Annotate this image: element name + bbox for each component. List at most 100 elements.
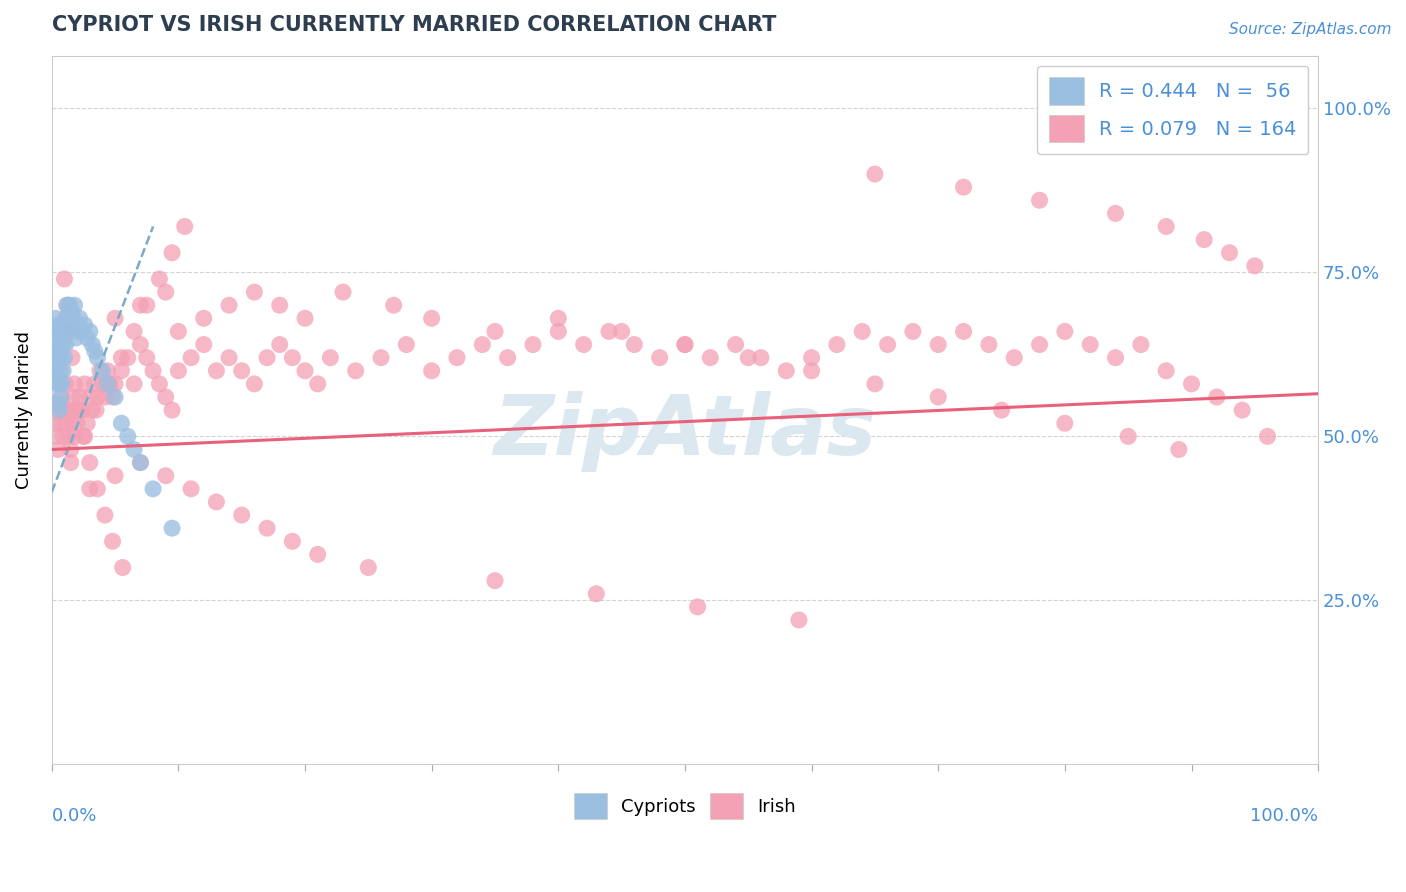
Point [243, 285, 266, 299]
Point [79, 456, 101, 470]
Point [45, 403, 67, 417]
Point [58, 403, 80, 417]
Point [1180, 376, 1202, 391]
Point [46, 318, 69, 332]
Point [86, 390, 108, 404]
Point [49, 390, 72, 404]
Point [1078, 337, 1101, 351]
Point [51, 376, 73, 391]
Point [73, 429, 96, 443]
Point [110, 351, 132, 365]
Point [101, 534, 124, 549]
Point [1218, 245, 1240, 260]
Point [45, 364, 67, 378]
Point [876, 337, 898, 351]
Point [55, 376, 77, 391]
Text: ZipAtlas: ZipAtlas [494, 391, 876, 472]
Point [62, 390, 84, 404]
Point [1028, 337, 1050, 351]
Point [1129, 337, 1152, 351]
Point [344, 364, 367, 378]
Point [44, 416, 66, 430]
Point [46, 370, 69, 384]
Point [63, 298, 86, 312]
Point [148, 376, 170, 391]
Point [135, 298, 157, 312]
Point [91, 376, 114, 391]
Point [101, 390, 124, 404]
Point [382, 298, 405, 312]
Point [686, 599, 709, 614]
Point [927, 390, 949, 404]
Point [69, 390, 91, 404]
Point [269, 298, 291, 312]
Point [294, 311, 316, 326]
Point [58, 298, 80, 312]
Point [65, 331, 87, 345]
Point [160, 245, 183, 260]
Point [70, 325, 93, 339]
Point [800, 351, 823, 365]
Point [129, 456, 152, 470]
Point [610, 325, 633, 339]
Point [56, 416, 79, 430]
Point [623, 337, 645, 351]
Point [1053, 325, 1076, 339]
Point [65, 403, 87, 417]
Point [673, 337, 696, 351]
Point [1192, 233, 1215, 247]
Point [62, 311, 84, 326]
Point [51, 351, 73, 365]
Point [269, 337, 291, 351]
Point [1104, 351, 1126, 365]
Point [97, 376, 120, 391]
Point [193, 337, 215, 351]
Point [76, 331, 98, 345]
Point [53, 325, 76, 339]
Point [73, 318, 96, 332]
Point [155, 468, 177, 483]
Point [775, 364, 797, 378]
Point [825, 337, 848, 351]
Point [737, 351, 759, 365]
Point [420, 311, 443, 326]
Point [53, 351, 76, 365]
Point [294, 364, 316, 378]
Point [1205, 390, 1227, 404]
Point [585, 587, 607, 601]
Point [48, 376, 70, 391]
Point [699, 351, 721, 365]
Point [122, 442, 145, 457]
Point [79, 482, 101, 496]
Point [96, 364, 118, 378]
Point [243, 376, 266, 391]
Point [256, 351, 278, 365]
Point [53, 272, 76, 286]
Point [193, 311, 215, 326]
Point [1230, 403, 1253, 417]
Point [952, 325, 974, 339]
Point [45, 429, 67, 443]
Point [104, 468, 127, 483]
Point [51, 390, 73, 404]
Point [484, 574, 506, 588]
Point [180, 351, 202, 365]
Point [307, 376, 329, 391]
Point [58, 429, 80, 443]
Point [83, 344, 105, 359]
Point [82, 337, 104, 351]
Point [110, 364, 132, 378]
Point [67, 325, 90, 339]
Point [53, 403, 76, 417]
Point [990, 403, 1012, 417]
Point [72, 429, 94, 443]
Point [44, 351, 66, 365]
Point [110, 416, 132, 430]
Point [45, 351, 67, 365]
Point [52, 429, 75, 443]
Point [231, 364, 253, 378]
Y-axis label: Currently Married: Currently Married [15, 331, 32, 489]
Point [648, 351, 671, 365]
Point [48, 351, 70, 365]
Point [135, 351, 157, 365]
